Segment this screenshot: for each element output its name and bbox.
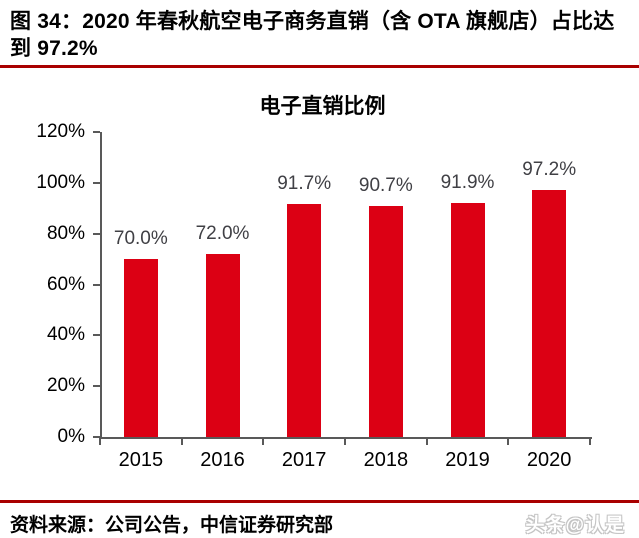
figure-caption: 图 34：2020 年春秋航空电子商务直销（含 OTA 旗舰店）占比达到 97.… — [10, 10, 615, 60]
y-tick-label: 120% — [36, 121, 85, 142]
x-tick-label: 2017 — [281, 449, 327, 471]
x-tick-label: 2016 — [200, 449, 245, 471]
x-axis-tick — [180, 437, 183, 445]
x-tick-label: 2019 — [445, 449, 490, 471]
y-tick-label: 80% — [46, 222, 85, 244]
bar — [287, 204, 322, 437]
x-axis-line — [100, 437, 592, 439]
bar — [450, 203, 485, 437]
bar-chart: 电子直销比例 120% 100% 80% 60% 40% 20% 0% 70.0% 2015 72… — [0, 68, 639, 478]
y-axis-tick — [93, 181, 100, 184]
y-axis-tick — [93, 283, 100, 286]
x-axis-tick — [425, 437, 428, 445]
bar-value-label: 70.0% — [113, 228, 168, 249]
title-divider-rule — [0, 65, 639, 68]
bar — [205, 254, 240, 437]
source-divider-rule — [0, 500, 639, 503]
x-axis-tick — [344, 437, 346, 445]
bar-value-label: 97.2% — [522, 159, 577, 180]
y-tick-label: 20% — [46, 375, 85, 397]
y-axis-tick — [93, 334, 100, 337]
y-axis-tick — [93, 232, 100, 235]
x-tick-label: 2020 — [526, 449, 572, 471]
x-tick-label: 2018 — [363, 449, 409, 471]
bar — [123, 259, 158, 437]
x-tick-label: 2015 — [118, 449, 164, 471]
y-tick-label: 40% — [46, 324, 85, 346]
bar-value-label: 91.7% — [277, 173, 332, 194]
bar-value-label: 90.7% — [358, 175, 413, 196]
x-axis-tick — [589, 437, 591, 445]
footer-row: 资料来源：公司公告，中信证券研究部 头条@认是 — [0, 503, 639, 537]
y-axis-tick — [93, 131, 100, 133]
chart-title: 电子直销比例 — [259, 95, 386, 118]
x-axis-tick — [507, 437, 510, 445]
x-axis-tick — [99, 437, 101, 445]
source-note: 资料来源：公司公告，中信证券研究部 — [10, 515, 334, 536]
bar — [368, 206, 403, 437]
y-axis-tick — [93, 385, 100, 388]
y-tick-label: 0% — [57, 426, 85, 447]
bar-value-label: 91.9% — [440, 172, 495, 193]
x-axis-tick — [262, 437, 265, 445]
bar — [532, 190, 567, 437]
y-tick-label: 100% — [36, 171, 85, 193]
y-tick-label: 60% — [46, 273, 85, 295]
y-axis-tick — [93, 436, 100, 438]
y-axis-line — [100, 132, 102, 437]
watermark: 头条@认是 — [525, 515, 625, 536]
bar-value-label: 72.0% — [195, 223, 250, 244]
